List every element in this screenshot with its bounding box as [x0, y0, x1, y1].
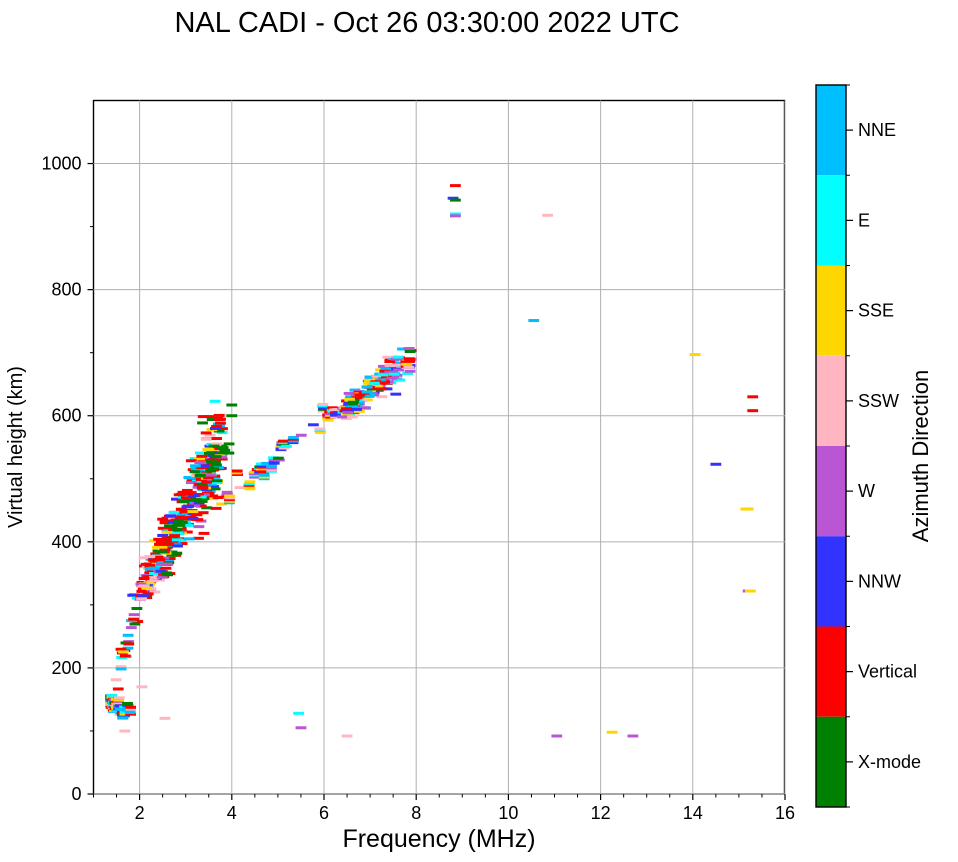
svg-text:Vertical: Vertical	[858, 662, 917, 682]
svg-text:8: 8	[411, 803, 421, 823]
svg-text:1000: 1000	[41, 154, 81, 174]
svg-text:400: 400	[51, 532, 81, 552]
svg-text:0: 0	[71, 784, 81, 804]
svg-text:2: 2	[135, 803, 145, 823]
svg-text:16: 16	[775, 803, 795, 823]
svg-text:200: 200	[51, 658, 81, 678]
svg-text:12: 12	[591, 803, 611, 823]
svg-text:SSE: SSE	[858, 301, 894, 321]
svg-text:800: 800	[51, 280, 81, 300]
svg-text:Azimuth Direction: Azimuth Direction	[908, 370, 933, 542]
svg-text:Frequency (MHz): Frequency (MHz)	[342, 825, 535, 853]
svg-text:X-mode: X-mode	[858, 752, 921, 772]
svg-text:Virtual height (km): Virtual height (km)	[5, 366, 27, 528]
svg-text:W: W	[858, 481, 875, 501]
svg-text:NNW: NNW	[858, 571, 901, 591]
svg-text:600: 600	[51, 406, 81, 426]
svg-text:NAL CADI - Oct 26 03:30:00 202: NAL CADI - Oct 26 03:30:00 2022 UTC	[174, 7, 679, 39]
svg-text:14: 14	[683, 803, 703, 823]
svg-text:NNE: NNE	[858, 120, 896, 140]
svg-text:10: 10	[498, 803, 518, 823]
svg-text:SSW: SSW	[858, 391, 899, 411]
svg-text:4: 4	[227, 803, 237, 823]
svg-text:E: E	[858, 210, 870, 230]
svg-text:6: 6	[319, 803, 329, 823]
